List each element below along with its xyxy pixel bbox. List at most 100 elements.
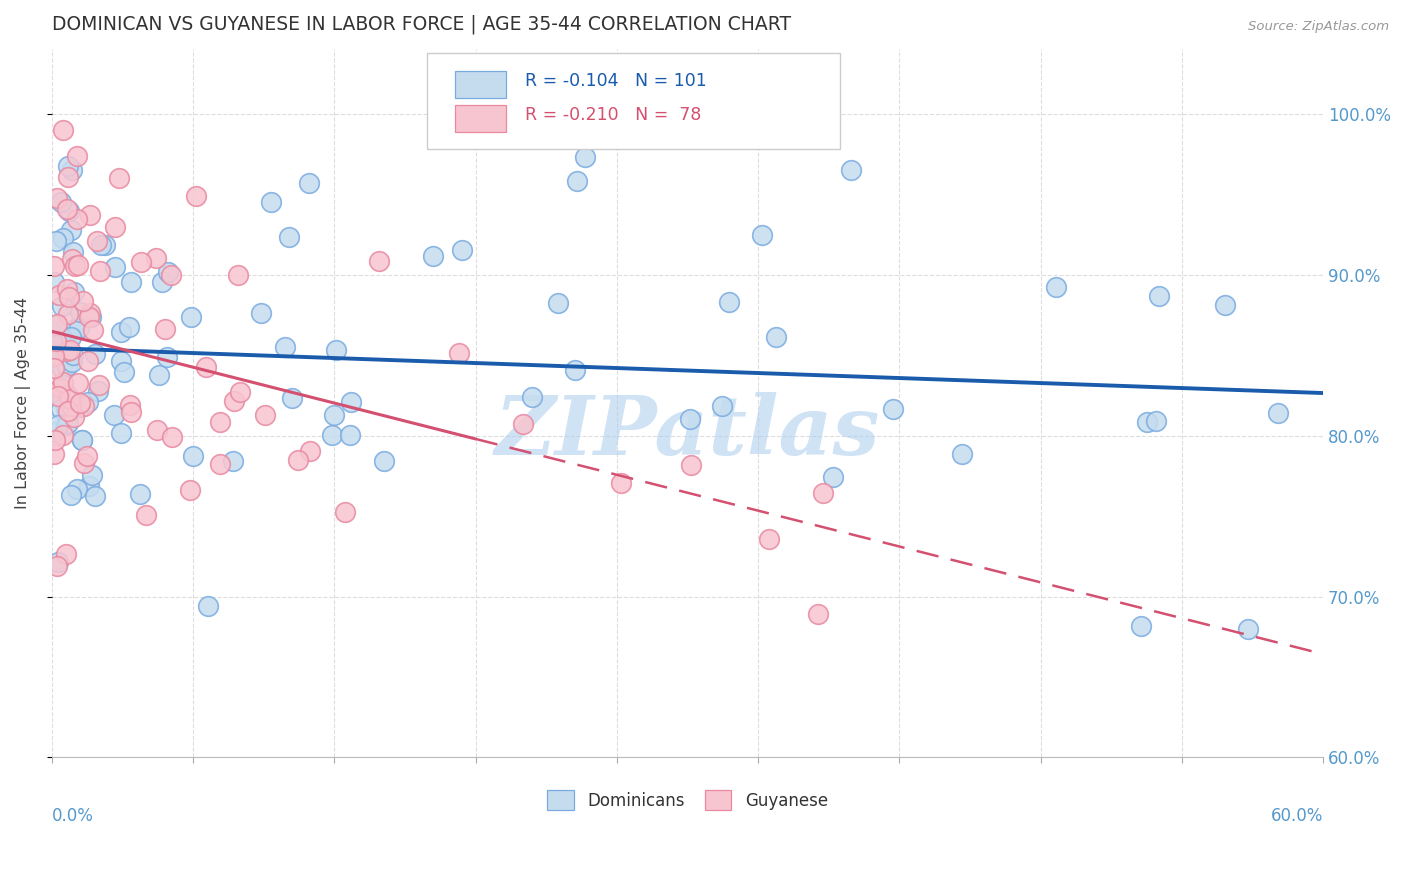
Point bbox=[1144, 414, 1167, 428]
Point bbox=[512, 417, 534, 432]
Point bbox=[51, 361, 73, 376]
Point bbox=[51, 299, 73, 313]
Point bbox=[51, 378, 73, 392]
Point bbox=[45, 318, 67, 332]
Point bbox=[150, 275, 173, 289]
Point bbox=[45, 191, 67, 205]
Point bbox=[148, 368, 170, 382]
Point bbox=[520, 390, 543, 404]
Point bbox=[373, 454, 395, 468]
Point bbox=[129, 254, 152, 268]
Point bbox=[56, 359, 79, 373]
Point bbox=[710, 399, 733, 413]
Point bbox=[48, 418, 70, 433]
Point bbox=[49, 328, 72, 343]
Point bbox=[197, 599, 219, 614]
Point bbox=[56, 307, 79, 321]
Point bbox=[160, 430, 183, 444]
Point bbox=[67, 321, 90, 335]
Point bbox=[76, 449, 98, 463]
Point bbox=[58, 290, 80, 304]
Point bbox=[42, 447, 65, 461]
Point bbox=[229, 385, 252, 400]
Point bbox=[60, 488, 83, 502]
Point bbox=[249, 306, 271, 320]
Point bbox=[1147, 289, 1170, 303]
Point bbox=[179, 483, 201, 498]
Point bbox=[839, 163, 862, 178]
Point bbox=[112, 365, 135, 379]
Point bbox=[72, 433, 94, 447]
Point bbox=[73, 456, 96, 470]
Point bbox=[60, 162, 83, 177]
Point bbox=[567, 174, 589, 188]
Point bbox=[224, 393, 246, 408]
Point bbox=[62, 244, 84, 259]
Point bbox=[77, 394, 100, 409]
Point bbox=[274, 340, 297, 354]
Point bbox=[82, 323, 104, 337]
Point bbox=[153, 322, 176, 336]
Point bbox=[56, 389, 79, 403]
Point bbox=[51, 231, 73, 245]
Point bbox=[104, 220, 127, 235]
Point bbox=[59, 343, 82, 358]
Point bbox=[72, 294, 94, 309]
Point bbox=[254, 408, 277, 422]
Point bbox=[322, 409, 344, 423]
Point bbox=[42, 425, 65, 439]
Point bbox=[882, 401, 904, 416]
FancyBboxPatch shape bbox=[427, 53, 839, 149]
Point bbox=[66, 149, 89, 163]
Point bbox=[89, 264, 111, 278]
Point bbox=[45, 338, 67, 352]
Point bbox=[368, 253, 391, 268]
Point bbox=[55, 401, 77, 416]
Point bbox=[447, 346, 470, 360]
Point bbox=[46, 328, 69, 343]
Point bbox=[157, 265, 180, 279]
Point bbox=[181, 449, 204, 463]
Point bbox=[46, 559, 69, 574]
Point bbox=[180, 310, 202, 324]
Point bbox=[72, 433, 94, 447]
Point bbox=[277, 230, 299, 244]
Point bbox=[79, 479, 101, 493]
Point bbox=[69, 400, 91, 414]
FancyBboxPatch shape bbox=[454, 70, 506, 97]
Point bbox=[325, 343, 347, 358]
Point bbox=[1237, 622, 1260, 636]
Point bbox=[610, 475, 633, 490]
Point bbox=[120, 405, 142, 419]
Point bbox=[77, 310, 100, 324]
Point bbox=[321, 428, 343, 442]
Point bbox=[66, 482, 89, 496]
Point bbox=[45, 317, 67, 331]
Point bbox=[67, 258, 90, 272]
Point bbox=[55, 417, 77, 432]
Point bbox=[194, 359, 217, 374]
Point bbox=[807, 607, 830, 621]
Point bbox=[681, 458, 703, 472]
Point bbox=[46, 389, 69, 403]
Point bbox=[87, 378, 110, 392]
Point bbox=[49, 381, 72, 395]
Point bbox=[45, 234, 67, 248]
Point bbox=[56, 416, 79, 430]
Point bbox=[60, 355, 83, 369]
Point bbox=[42, 347, 65, 361]
Point bbox=[145, 252, 167, 266]
Point bbox=[44, 433, 66, 447]
Point bbox=[52, 123, 75, 137]
Point bbox=[42, 275, 65, 289]
Point bbox=[120, 275, 142, 289]
Text: ZIPatlas: ZIPatlas bbox=[495, 392, 880, 472]
Point bbox=[59, 392, 82, 407]
Point bbox=[751, 228, 773, 243]
Point bbox=[63, 322, 86, 336]
Point bbox=[80, 310, 103, 325]
Point bbox=[56, 169, 79, 184]
Point bbox=[717, 295, 740, 310]
Point bbox=[52, 375, 75, 389]
Point bbox=[62, 410, 84, 425]
